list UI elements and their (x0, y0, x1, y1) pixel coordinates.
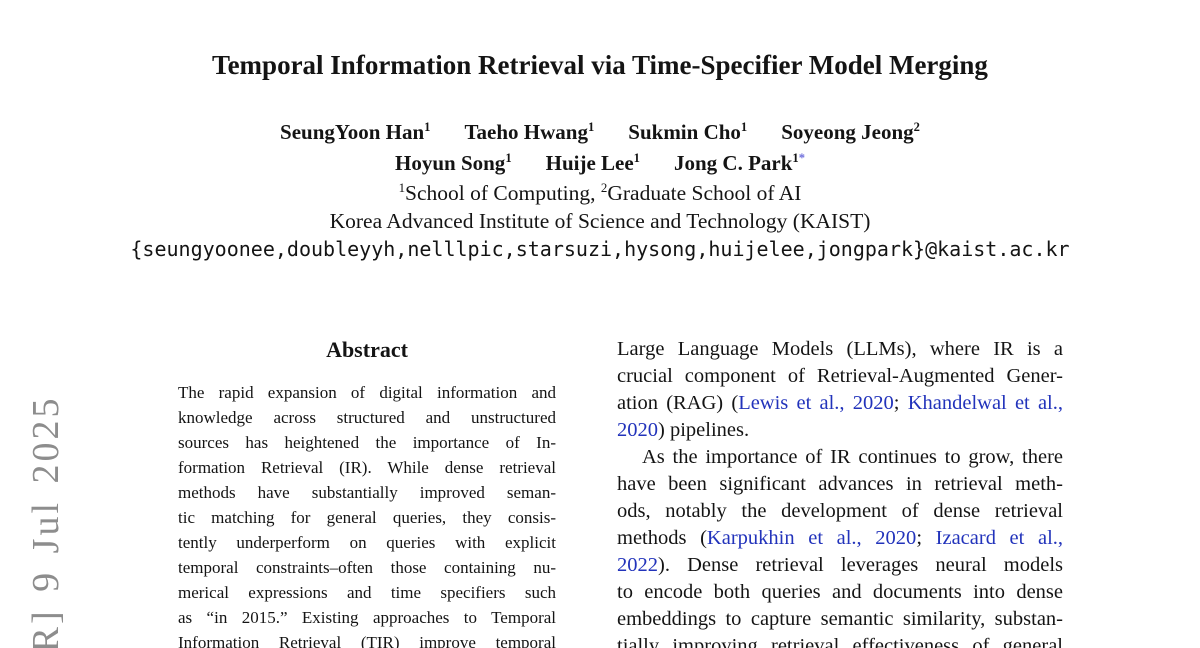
text-line: embeddings to capture semantic similarit… (617, 608, 1063, 630)
text-line: sources has heightened the importance of… (178, 433, 556, 452)
text-line: As the importance of IR continues to gro… (642, 446, 1063, 468)
citation-link[interactable]: Izacard et al., (935, 527, 1064, 549)
citation-link[interactable]: Karpukhin et al., 2020 (706, 527, 917, 549)
text-line: The rapid expansion of digital informati… (178, 383, 556, 402)
citation-link[interactable]: Khandelwal et al., (907, 392, 1063, 414)
text-line: formation Retrieval (IR). While dense re… (178, 458, 556, 477)
text-run: ). Dense retrieval leverages neural mode… (658, 554, 1063, 576)
text-run: methods ( (617, 527, 707, 549)
text-line: crucial component of Retrieval-Augmented… (617, 365, 1063, 387)
author-affiliation-marker: 1 (587, 120, 595, 134)
text-line: Information Retrieval (TIR) improve temp… (178, 633, 556, 648)
text-run: ; (893, 392, 908, 414)
author: Sukmin Cho1 (628, 118, 747, 146)
author-affiliation-marker: 1 (740, 120, 748, 134)
author-name: Sukmin Cho (628, 120, 741, 144)
text-line: as “in 2015.” Existing approaches to Tem… (178, 608, 556, 627)
text-line: have been significant advances in retrie… (617, 473, 1063, 495)
text-run: ) pipelines. (658, 419, 750, 441)
arxiv-watermark: IR] 9 Jul 2025 (25, 395, 67, 648)
text-line: tic matching for general queries, they c… (178, 508, 556, 527)
authors-row-1: SeungYoon Han1 Taeho Hwang1 Sukmin Cho1 Soy… (0, 118, 1200, 146)
author-name: Huije Lee (545, 151, 634, 175)
citation-link[interactable]: 2020 (617, 419, 658, 441)
author-name: Taeho Hwang (464, 120, 588, 144)
text-run: ; (916, 527, 936, 549)
author: Jong C. Park1* (674, 149, 805, 177)
author-name: Soyeong Jeong (781, 120, 914, 144)
author: Soyeong Jeong2 (781, 118, 920, 146)
text-line: Large Language Models (LLMs), where IR i… (617, 338, 1063, 360)
author-affiliation-marker: 1 (424, 120, 431, 134)
text-line: tially improving retrieval effectiveness… (617, 635, 1063, 648)
text-line: tently underperform on queries with expl… (178, 533, 556, 552)
citation-link[interactable]: Lewis et al., 2020 (738, 392, 894, 414)
text-line: knowledge across structured and unstruct… (178, 408, 556, 427)
author: Hoyun Song1 (395, 149, 512, 177)
author: Taeho Hwang1 (464, 118, 594, 146)
author-name: SeungYoon Han (280, 120, 425, 144)
author-affiliation-marker: 1 (792, 151, 799, 165)
text-run: ation (RAG) ( (617, 392, 739, 414)
abstract-body: The rapid expansion of digital informati… (178, 380, 556, 648)
text-line: to encode both queries and documents int… (617, 581, 1063, 603)
author: Huije Lee1 (546, 149, 640, 177)
author-affiliation-marker: 1 (633, 151, 640, 165)
superscript-marker: 1 (398, 180, 406, 195)
corresponding-author-star: * (798, 151, 805, 165)
abstract-heading: Abstract (326, 337, 408, 362)
text-line: 2022). Dense retrieval leverages neural … (617, 552, 1063, 579)
text-run: School of Computing, (405, 181, 601, 205)
email-line: {seungyoonee,doubleyyh,nelllpic,starsuzi… (130, 237, 1070, 261)
text-line: merical expressions and time specifiers … (178, 583, 556, 602)
superscript-marker: 2 (600, 180, 608, 195)
text-line: methods have substantially improved sema… (178, 483, 556, 502)
text-line: temporal constraints–often those contain… (178, 558, 556, 577)
author-affiliation-marker: 1 (505, 151, 512, 165)
text-run: Graduate School of AI (607, 181, 802, 205)
institution-line: Korea Advanced Institute of Science and … (329, 209, 871, 233)
citation-link[interactable]: 2022 (617, 554, 658, 576)
text-line: methods (Karpukhin et al., 2020; Izacard… (617, 525, 1063, 552)
right-column-body: Large Language Models (LLMs), where IR i… (617, 336, 1063, 648)
affiliation-line: 1School of Computing, 2Graduate School o… (0, 181, 1200, 206)
text-line: ation (RAG) (Lewis et al., 2020; Khandel… (617, 390, 1063, 417)
author: SeungYoon Han1 (280, 118, 430, 146)
author-name: Hoyun Song (395, 151, 506, 175)
paper-title: Temporal Information Retrieval via Time-… (212, 50, 988, 80)
text-line: ods, notably the development of dense re… (617, 500, 1063, 522)
author-affiliation-marker: 2 (913, 120, 920, 134)
text-line: 2020) pipelines. (617, 417, 1063, 444)
author-name: Jong C. Park (673, 151, 793, 175)
authors-row-2: Hoyun Song1 Huije Lee1 Jong C. Park1* (0, 149, 1200, 177)
